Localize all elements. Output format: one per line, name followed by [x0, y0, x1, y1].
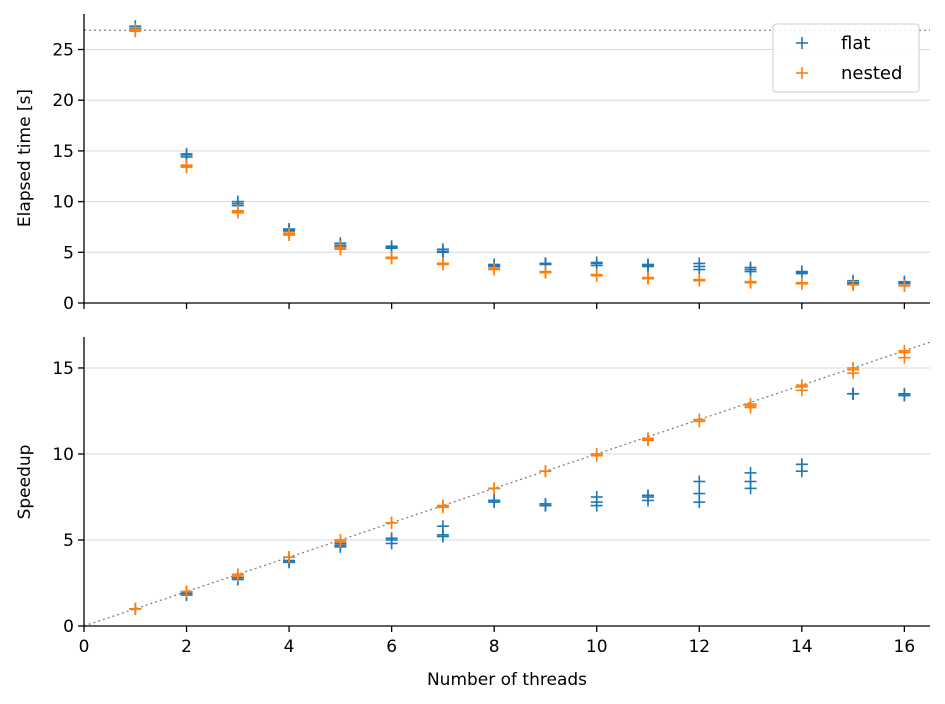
speedup-nested-point [283, 551, 296, 564]
elapsed-time-nested-point [334, 241, 347, 254]
speedup-flat-point [693, 487, 706, 500]
speedup-nested-point [847, 361, 860, 374]
elapsed-time-flat-point [795, 266, 808, 279]
elapsed-time-nested-point [590, 268, 603, 281]
elapsed-time-nested-point [795, 277, 808, 290]
speedup-reference-line [83, 341, 931, 627]
speedup-y-tick-label: 5 [63, 531, 74, 551]
speedup-nested-point [539, 465, 552, 478]
elapsed-time-y-axis-label: Elapsed time [s] [15, 89, 35, 227]
speedup-flat-point [539, 499, 552, 512]
speedup-grid [84, 367, 930, 541]
elapsed-time-flat-point [693, 260, 706, 273]
speedup-flat-point [590, 490, 603, 503]
speedup-nested-point [385, 516, 398, 529]
speedup-flat-point [693, 475, 706, 488]
speedup-x-tick-label: 8 [489, 637, 500, 657]
elapsed-time-nested-point [129, 23, 142, 36]
legend-flat-marker [796, 37, 808, 49]
speedup-x-tick-label: 10 [586, 637, 608, 657]
elapsed-time-nested-point [744, 276, 757, 289]
elapsed-time-axes: 0 5 10 15 20 25 [52, 14, 930, 314]
elapsed-time-y-tick-label: 25 [52, 40, 74, 60]
speedup-points [129, 344, 911, 615]
speedup-axes: 0 5 10 15 0 2 4 6 8 10 12 14 16 [52, 337, 930, 657]
elapsed-time-panel: 0 5 10 15 20 25 Elapsed time [s] flat nested [15, 14, 930, 314]
speedup-nested-point [436, 499, 449, 512]
speedup-flat-point [642, 489, 654, 502]
speedup-nested-point [898, 344, 911, 357]
elapsed-time-nested-point [539, 265, 552, 278]
ideal-speedup-line [83, 341, 931, 627]
speedup-nested-point [744, 398, 757, 411]
elapsed-time-nested-point [385, 251, 398, 264]
speedup-nested-point [231, 568, 244, 581]
legend-nested-plus [796, 67, 808, 79]
speedup-y-tick-label: 0 [63, 617, 74, 637]
speedup-y-tick-label: 10 [52, 445, 74, 465]
speedup-x-tick-label: 16 [894, 637, 916, 657]
elapsed-time-y-tick-label: 20 [52, 91, 74, 111]
speedup-nested-point [795, 379, 808, 392]
speedup-flat-point [795, 458, 808, 471]
legend-box [772, 23, 920, 93]
elapsed-time-points [129, 20, 911, 292]
elapsed-time-flat-point [590, 257, 603, 270]
elapsed-time-nested-point [231, 204, 244, 217]
legend-nested-marker [796, 67, 808, 79]
speedup-panel: 0 5 10 15 0 2 4 6 8 10 12 14 16 Speedup Number of th… [15, 337, 931, 690]
speedup-x-tick-label: 2 [181, 637, 192, 657]
speedup-flat-point [847, 387, 860, 400]
legend-nested-label: nested [841, 63, 902, 84]
speedup-flat-point [488, 494, 501, 507]
elapsed-time-flat-point [180, 148, 193, 161]
elapsed-time-y-tick-label: 10 [52, 193, 74, 213]
legend-flat-label: flat [841, 33, 870, 54]
speedup-nested-point [129, 602, 142, 615]
elapsed-time-grid [84, 48, 930, 253]
speedup-y-axis-label: Speedup [15, 445, 35, 520]
speedup-nested-point [488, 482, 501, 495]
elapsed-time-y-tick-label: 0 [63, 294, 74, 314]
elapsed-time-nested-point [488, 262, 501, 275]
elapsed-time-y-tick-label: 5 [63, 243, 74, 263]
elapsed-time-flat-point [385, 241, 398, 254]
speedup-nested-point [590, 447, 603, 460]
elapsed-time-flat-point [744, 263, 757, 276]
elapsed-time-flat-point [436, 245, 449, 258]
speedup-flat-point [436, 520, 449, 533]
speedup-y-tick-label: 15 [52, 359, 74, 379]
speedup-x-tick-label: 12 [688, 637, 710, 657]
elapsed-time-nested-point [180, 159, 193, 172]
elapsed-time-nested-point [642, 271, 654, 284]
legend: flat nested [772, 23, 920, 93]
speedup-nested-point [642, 432, 654, 445]
speedup-flat-point [744, 466, 757, 479]
speedup-flat-point [385, 533, 398, 546]
elapsed-time-nested-point [436, 257, 449, 270]
speedup-flat-point [898, 387, 911, 400]
speedup-nested-point [180, 585, 193, 598]
speedup-x-tick-label: 14 [791, 637, 813, 657]
speedup-nested-point [693, 413, 706, 426]
speedup-nested-point [334, 533, 347, 546]
x-axis-label: Number of threads [427, 670, 587, 690]
speedup-x-tick-label: 4 [284, 637, 295, 657]
elapsed-time-nested-point [693, 273, 706, 286]
elapsed-time-nested-point [847, 278, 860, 291]
speedup-x-tick-label: 0 [79, 637, 90, 657]
speedup-x-tick-label: 6 [386, 637, 397, 657]
elapsed-time-nested-point [898, 279, 911, 292]
elapsed-time-flat-point [642, 259, 654, 272]
legend-flat-plus [796, 37, 808, 49]
elapsed-time-y-tick-label: 15 [52, 142, 74, 162]
elapsed-time-nested-point [283, 227, 296, 240]
